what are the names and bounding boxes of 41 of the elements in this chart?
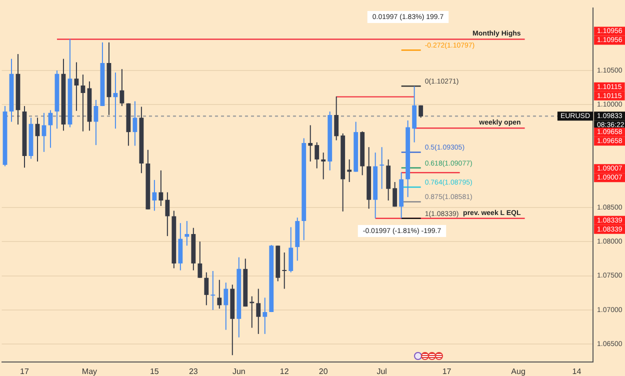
x-tick-label: Jun <box>232 367 246 376</box>
candlestick <box>198 241 202 278</box>
x-tick-label: 12 <box>280 367 290 376</box>
candlestick <box>217 279 222 310</box>
candlestick <box>94 99 98 146</box>
candlestick <box>288 226 294 273</box>
x-tick-label: May <box>82 367 98 376</box>
candlestick <box>120 68 124 107</box>
x-tick-label: 17 <box>442 367 452 376</box>
candlestick <box>262 297 268 334</box>
x-tick-label: 23 <box>188 367 198 376</box>
candlestick <box>282 252 287 290</box>
x-tick-label: 15 <box>150 367 160 376</box>
candlestick <box>184 220 190 246</box>
candlestick <box>314 142 320 169</box>
candlestick <box>321 152 326 180</box>
candlestick <box>347 158 352 183</box>
candlestick <box>42 112 46 152</box>
candlestick <box>74 62 79 112</box>
candlestick <box>386 158 391 201</box>
candlestick <box>210 270 216 310</box>
candlestick <box>113 72 118 130</box>
candlestick <box>334 96 339 141</box>
x-tick-label: Aug <box>511 367 526 376</box>
candlestick <box>165 192 170 237</box>
x-tick-label: Jul <box>376 367 388 376</box>
x-tick-label: 14 <box>572 367 582 376</box>
candlestick <box>80 74 86 132</box>
candlestick <box>418 104 424 118</box>
x-tick-label: 17 <box>20 367 30 376</box>
candlestick <box>132 100 138 146</box>
candlestick <box>158 170 164 206</box>
candlestick <box>380 146 384 190</box>
candlestick <box>412 86 417 143</box>
candlestick <box>224 282 228 330</box>
candlestick <box>256 288 261 334</box>
candlestick <box>152 179 157 212</box>
candlestick <box>392 182 398 208</box>
candlestick <box>204 272 209 306</box>
x-tick-label: 20 <box>318 367 328 376</box>
candlestick <box>308 124 313 162</box>
